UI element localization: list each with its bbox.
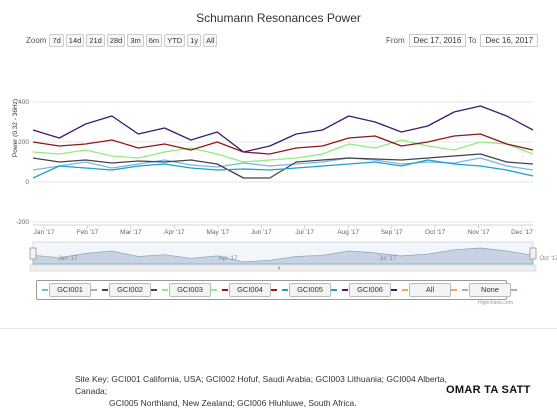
x-tick-label: Jun '17 [251,229,272,236]
x-tick-label: Jul '17 [295,229,314,236]
navigator-tick-label: Jan '17 [58,256,78,262]
legend-all-button[interactable]: All [402,283,458,297]
legend-label: GCI005 [289,283,331,297]
legend-item-gci005[interactable]: GCI005 [282,283,338,297]
x-tick-label: Mar '17 [120,229,142,236]
y-tick-label: 200 [18,139,29,146]
legend-swatch [162,289,168,291]
legend-swatch [222,289,228,291]
legend-swatch [271,289,277,291]
legend-swatch [42,289,48,291]
legend-swatch [211,289,217,291]
y-tick-label: -200 [16,219,29,226]
legend-swatch [282,289,288,291]
legend-label: GCI003 [169,283,211,297]
legend-swatch [462,289,468,291]
site-key: Site Key: GCI001 California, USA; GCI002… [75,373,455,409]
legend-label: GCI001 [49,283,91,297]
series-line-gci004 [33,134,533,154]
navigator-tick-label: Oct '17 [540,256,557,262]
x-tick-label: Nov '17 [468,229,490,236]
legend-swatch [511,289,517,291]
legend-item-gci002[interactable]: GCI002 [102,283,158,297]
legend-item-gci006[interactable]: GCI006 [342,283,398,297]
x-tick-label: Sep '17 [381,229,403,236]
watermark: OMAR TA SATT [446,384,531,396]
legend-label: GCI002 [109,283,151,297]
site-key-label: Site Key: [75,374,109,384]
navigator-left-handle[interactable] [30,248,36,259]
y-axis-label: Power (0.32 - 36Hz) [12,99,19,157]
series-line-gci002 [33,154,533,178]
legend-swatch [342,289,348,291]
legend-item-gci001[interactable]: GCI001 [42,283,98,297]
navigator-tick-label: Jul '17 [379,256,397,262]
site-key-line2: GCI005 Northland, New Zealand; GCI006 Hl… [75,398,357,408]
x-tick-label: Dec '17 [511,229,533,236]
highcharts-credit[interactable]: Highcharts.com [478,300,513,306]
legend: GCI001 GCI002 GCI003 GCI004 GCI005 GCI00… [36,280,507,300]
x-tick-label: May '17 [207,229,230,236]
legend-item-gci003[interactable]: GCI003 [162,283,218,297]
legend-swatch [402,289,408,291]
legend-swatch [91,289,97,291]
legend-label: GCI004 [229,283,271,297]
x-tick-label: Feb '17 [77,229,99,236]
y-tick-label: 0 [25,179,29,186]
x-tick-label: Oct '17 [425,229,446,236]
legend-swatch [102,289,108,291]
series-line-gci006 [33,106,533,152]
legend-item-gci004[interactable]: GCI004 [222,283,278,297]
legend-swatch [151,289,157,291]
x-tick-label: Apr '17 [164,229,185,236]
legend-label: GCI006 [349,283,391,297]
legend-swatch [331,289,337,291]
navigator-right-handle[interactable] [530,248,536,259]
legend-swatch [391,289,397,291]
x-tick-label: Aug '17 [337,229,359,236]
y-tick-label: 400 [18,99,29,106]
legend-swatch [451,289,457,291]
navigator-tick-label: Apr '17 [219,256,238,262]
legend-all-label: All [409,283,451,297]
navigator-scrollbar[interactable] [30,265,536,271]
x-tick-label: Jan '17 [34,229,55,236]
legend-none-button[interactable]: None [462,283,518,297]
divider [0,328,557,329]
legend-none-label: None [469,283,511,297]
site-key-line1: GCI001 California, USA; GCI002 Hofuf, Sa… [75,374,447,396]
